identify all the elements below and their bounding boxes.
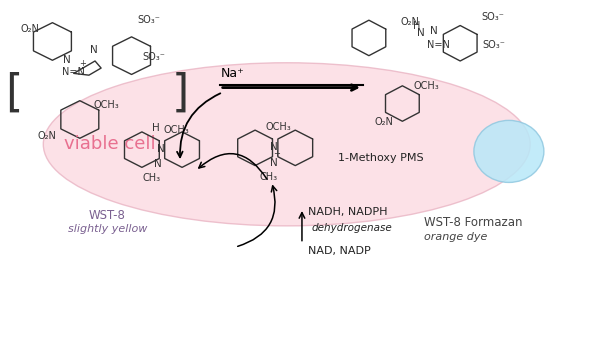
Text: OCH₃: OCH₃ (164, 125, 190, 135)
Text: O₂N: O₂N (375, 117, 394, 127)
Text: viable cell: viable cell (65, 135, 156, 153)
Text: O₂N: O₂N (21, 24, 40, 34)
Text: OCH₃: OCH₃ (93, 100, 119, 110)
Text: H: H (152, 123, 160, 133)
Text: OCH₃: OCH₃ (414, 81, 439, 91)
Text: SO₃⁻: SO₃⁻ (483, 40, 506, 50)
Text: SO₃⁻: SO₃⁻ (142, 52, 165, 62)
Text: N=N: N=N (62, 67, 84, 77)
Text: CH₃: CH₃ (143, 173, 160, 183)
Text: slightly yellow: slightly yellow (68, 224, 147, 234)
Text: N: N (157, 144, 165, 154)
Text: N: N (270, 142, 278, 152)
Text: +: + (79, 59, 86, 68)
Text: N=N: N=N (427, 40, 450, 50)
Text: ]: ] (171, 72, 189, 114)
Text: NADH, NADPH: NADH, NADPH (308, 207, 387, 217)
Text: orange dye: orange dye (424, 231, 487, 241)
Text: OCH₃: OCH₃ (265, 122, 291, 132)
Text: CH₃: CH₃ (259, 172, 278, 182)
Text: dehydrogenase: dehydrogenase (311, 222, 392, 232)
Text: N: N (154, 159, 162, 169)
Text: N: N (63, 54, 70, 64)
Text: SO₃⁻: SO₃⁻ (481, 12, 504, 22)
Text: WST-8 Formazan: WST-8 Formazan (424, 216, 522, 229)
Text: N: N (430, 26, 438, 36)
Text: N: N (270, 158, 278, 168)
Text: WST-8: WST-8 (89, 209, 126, 222)
Text: N: N (90, 44, 98, 54)
Text: [: [ (5, 72, 23, 114)
Text: H: H (413, 21, 420, 31)
Text: SO₃⁻: SO₃⁻ (138, 15, 160, 25)
Text: 1-Methoxy PMS: 1-Methoxy PMS (339, 153, 424, 163)
Text: N: N (417, 28, 425, 38)
Ellipse shape (474, 120, 544, 182)
Text: NAD, NADP: NAD, NADP (308, 246, 371, 256)
Ellipse shape (43, 63, 530, 226)
Text: O₂N: O₂N (37, 131, 56, 141)
Text: Na⁺: Na⁺ (221, 68, 245, 80)
Text: +: + (273, 150, 280, 158)
Text: O₂N: O₂N (401, 17, 420, 27)
